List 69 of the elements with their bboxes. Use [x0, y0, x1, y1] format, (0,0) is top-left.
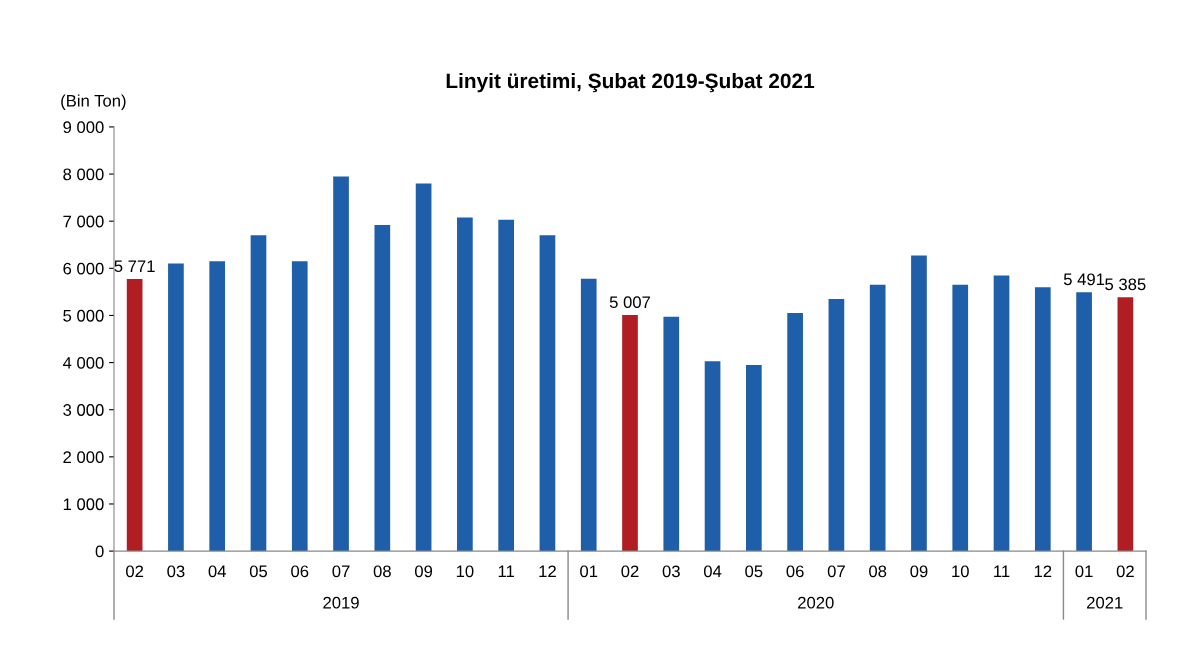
x-tick-label: 03 [167, 565, 185, 578]
y-axis-title: (Bin Ton) [61, 94, 126, 110]
bar [580, 278, 597, 552]
bar [291, 261, 308, 552]
x-tick-label: 12 [539, 565, 556, 578]
x-tick-label: 06 [291, 565, 309, 578]
x-tick-label: 06 [786, 565, 804, 578]
chart-title: Linyit üretimi, Şubat 2019-Şubat 2021 [446, 72, 815, 93]
bar [415, 183, 432, 552]
bar [1117, 297, 1134, 552]
bar [911, 255, 927, 552]
bar [1076, 292, 1092, 552]
x-tick-label: 10 [456, 565, 474, 578]
x-tick-label: 09 [414, 565, 433, 578]
bar [663, 316, 680, 552]
x-tick-label: 09 [910, 565, 928, 578]
x-tick-label: 04 [703, 565, 722, 578]
bar [333, 176, 349, 552]
y-tick-label: 6 000 [63, 262, 104, 275]
x-tick-label: 08 [869, 565, 887, 578]
bar [126, 279, 143, 552]
x-tick-label: 07 [827, 565, 845, 578]
bar [828, 298, 845, 552]
y-tick-label: 3 000 [63, 404, 104, 416]
x-tick-label: 01 [1075, 565, 1093, 578]
y-tick-label: 1 000 [63, 498, 104, 511]
bar [539, 235, 556, 552]
data-label: 5 491 [1063, 273, 1105, 286]
y-tick-label: 8 000 [63, 168, 104, 181]
x-tick-label: 02 [1116, 565, 1134, 578]
bar [457, 217, 473, 552]
x-tick-label: 01 [580, 565, 598, 578]
data-label: 5 385 [1105, 278, 1146, 291]
bar [952, 284, 969, 552]
y-tick-label: 4 000 [62, 356, 104, 369]
bar [250, 235, 267, 552]
y-tick-label: 7 000 [63, 215, 104, 228]
bar [622, 315, 638, 552]
bar [993, 275, 1010, 552]
x-tick-label: 11 [498, 565, 514, 578]
x-tick-label: 03 [662, 565, 680, 578]
bar [787, 313, 803, 552]
text: 2019 [323, 596, 359, 609]
x-tick-label: 12 [1034, 565, 1052, 578]
x-tick-label: 11 [994, 565, 1010, 578]
bar [209, 261, 226, 552]
data-label: 5 007 [609, 296, 651, 309]
bar [1034, 287, 1051, 552]
x-tick-label: 05 [249, 565, 268, 578]
text: 2020 [798, 596, 834, 609]
data-label: 5 771 [114, 260, 155, 273]
x-tick-label: 02 [126, 565, 144, 578]
bar [168, 263, 184, 552]
bar [374, 224, 391, 552]
y-tick-label: 9 000 [63, 121, 104, 134]
x-tick-label: 10 [952, 565, 969, 578]
x-tick-label: 08 [373, 565, 391, 578]
y-tick-label: 0 [95, 545, 104, 558]
x-tick-label: 04 [208, 565, 226, 578]
x-tick-label: 07 [332, 565, 350, 578]
bar [498, 219, 514, 552]
bar [746, 364, 762, 552]
y-tick-label: 2 000 [63, 451, 104, 464]
text: 2021 [1087, 596, 1123, 609]
x-tick-label: 05 [745, 565, 763, 578]
y-tick-label: 5 000 [63, 309, 104, 322]
bar [869, 284, 886, 552]
bar [704, 361, 721, 552]
x-tick-label: 02 [621, 565, 639, 578]
